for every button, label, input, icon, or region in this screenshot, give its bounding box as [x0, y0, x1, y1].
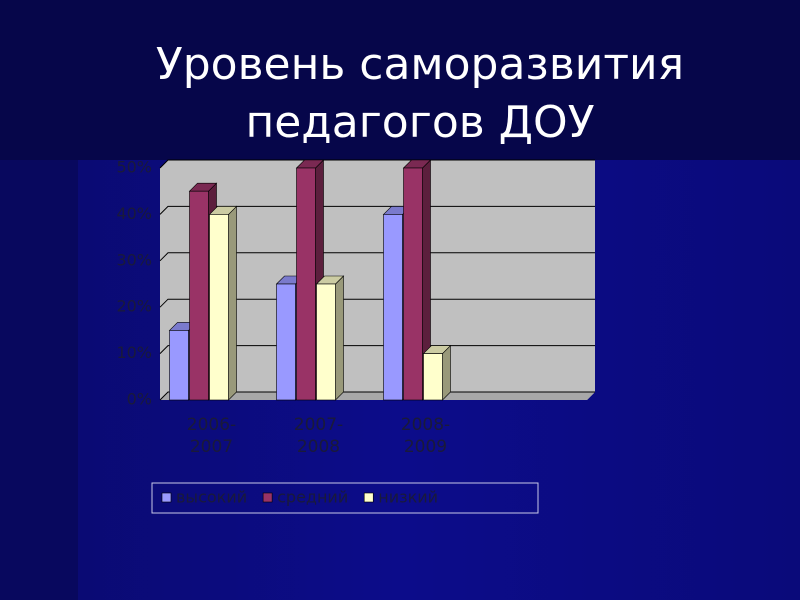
- y-tick-label: 20%: [116, 297, 152, 316]
- bar: [189, 190, 209, 401]
- grid-line: [159, 205, 595, 215]
- grid-line: [159, 345, 595, 354]
- bar: [383, 214, 403, 401]
- bar-side: [442, 344, 451, 401]
- legend-label: низкий: [378, 488, 438, 507]
- bar: [209, 214, 229, 401]
- side-strip: [0, 160, 78, 600]
- legend-swatch: [363, 492, 374, 503]
- grid-line: [159, 159, 595, 169]
- legend-label: высокий: [176, 488, 247, 507]
- bar: [423, 353, 443, 401]
- slide-title: Уровень саморазвития педагогов ДОУ: [155, 39, 685, 148]
- x-tick-label: 2007-2008: [293, 415, 344, 457]
- header-band: [0, 0, 800, 160]
- grid-line: [159, 391, 595, 401]
- y-tick-label: 50%: [116, 158, 152, 177]
- legend-label: средний: [277, 488, 348, 507]
- bar: [276, 283, 296, 401]
- grid-line: [159, 252, 595, 262]
- floor: [160, 392, 595, 400]
- y-tick-label: 10%: [116, 343, 152, 362]
- y-tick-label: 40%: [116, 204, 152, 223]
- bar-side: [228, 205, 237, 401]
- legend-swatch: [262, 492, 273, 503]
- bar: [169, 330, 189, 401]
- bar: [316, 283, 336, 401]
- grid-line: [159, 298, 595, 308]
- x-tick-label: 2006-2007: [186, 415, 237, 457]
- x-tick-label: 2008-2009: [400, 415, 451, 457]
- bar-side: [335, 275, 344, 401]
- y-tick-label: 30%: [116, 250, 152, 269]
- back-wall: [160, 160, 595, 400]
- bar: [296, 167, 316, 401]
- legend-box: [151, 482, 539, 514]
- legend-swatch: [161, 492, 172, 503]
- y-tick-label: 0%: [127, 390, 152, 409]
- bar: [403, 167, 423, 401]
